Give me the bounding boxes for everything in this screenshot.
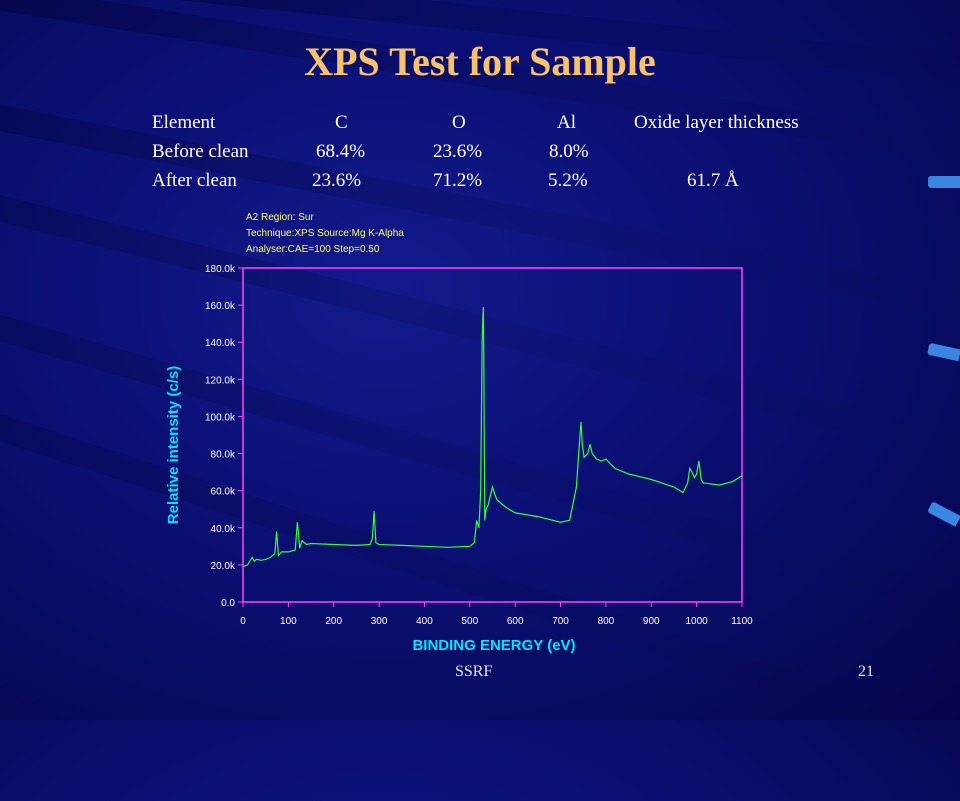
x-tick-label: 200: [325, 616, 342, 627]
x-tick-label: 300: [371, 616, 388, 627]
x-tick-label: 1100: [731, 616, 753, 627]
table-row: After clean 23.6% 71.2% 5.2% 61.7 Å: [152, 170, 832, 199]
table-header-cell: Oxide layer thickness: [634, 112, 799, 133]
y-axis-label: Relative intensity (c/s): [165, 366, 182, 524]
table-cell: 71.2%: [433, 170, 483, 191]
y-axis: 0.0 20.0k 40.0k 60.0k 80.0k 100.0k 120.0k 140.0…: [205, 264, 243, 609]
y-tick-label: 120.0k: [205, 375, 236, 386]
y-tick-label: 20.0k: [211, 561, 236, 572]
table-cell: 8.0%: [549, 141, 589, 162]
y-tick-label: 60.0k: [211, 487, 236, 498]
table-cell: After clean: [152, 170, 237, 191]
y-tick-label: 180.0k: [205, 264, 236, 275]
chart-header-line: A2 Region: Sur: [246, 212, 314, 223]
y-tick-label: 140.0k: [205, 338, 236, 349]
x-tick-label: 600: [507, 616, 524, 627]
x-tick-label: 800: [598, 616, 615, 627]
spectrum-trace: [242, 306, 743, 568]
page-number: 21: [858, 663, 874, 680]
table-header-row: Element C O Al Oxide layer thickness: [152, 112, 832, 141]
table-cell: Before clean: [152, 141, 249, 162]
x-tick-label: 0: [240, 616, 246, 627]
y-tick-label: 40.0k: [211, 524, 236, 535]
chart-header-line: Technique:XPS Source:Mg K-Alpha: [246, 228, 404, 239]
x-tick-label: 100: [280, 616, 297, 627]
y-tick-label: 0.0: [221, 598, 235, 609]
table-cell: 23.6%: [312, 170, 362, 191]
x-tick-label: 900: [643, 616, 660, 627]
table-cell: 5.2%: [548, 170, 588, 191]
table-header-cell: Al: [557, 112, 576, 133]
chart-header: A2 Region: Sur Technique:XPS Source:Mg K…: [246, 212, 404, 255]
table-cell: 61.7 Å: [687, 170, 739, 191]
y-tick-label: 160.0k: [205, 301, 236, 312]
x-tick-label: 1000: [686, 616, 709, 627]
x-tick-label: 700: [552, 616, 569, 627]
table-cell: 23.6%: [433, 141, 483, 162]
table-header-cell: O: [452, 112, 466, 133]
xps-spectrum-chart: A2 Region: Sur Technique:XPS Source:Mg K…: [165, 212, 753, 654]
x-axis-label: BINDING ENERGY (eV): [412, 637, 575, 654]
footer-org: SSRF: [455, 663, 493, 680]
x-axis: 0 100 200 300 400 500 600 700 800 900 1000 1100: [240, 602, 753, 627]
table-row: Before clean 68.4% 23.6% 8.0%: [152, 141, 832, 170]
table-header-cell: C: [335, 112, 348, 133]
plot-frame: [242, 267, 743, 603]
x-tick-label: 500: [461, 616, 478, 627]
table-cell: 68.4%: [316, 141, 366, 162]
chart-header-line: Analyser:CAE=100 Step=0.50: [246, 244, 380, 255]
composition-table: Element C O Al Oxide layer thickness Bef…: [152, 112, 832, 199]
y-tick-label: 80.0k: [211, 450, 236, 461]
y-tick-label: 100.0k: [205, 412, 236, 423]
table-header-cell: Element: [152, 112, 216, 133]
slide-title: XPS Test for Sample: [304, 39, 656, 84]
x-tick-label: 400: [416, 616, 433, 627]
